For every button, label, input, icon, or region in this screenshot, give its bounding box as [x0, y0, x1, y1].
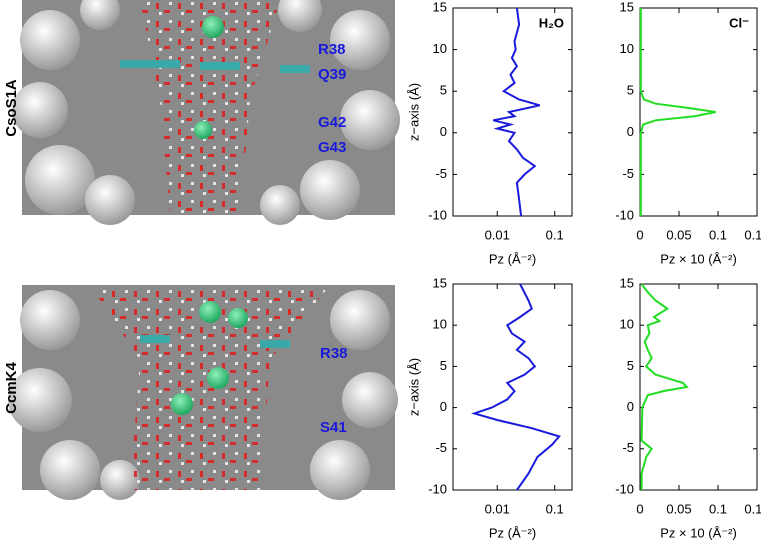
y-tick-label: 15	[433, 275, 447, 290]
y-tick-label: 15	[433, 0, 447, 14]
profile-line	[492, 7, 541, 217]
residue-label: R38	[318, 41, 346, 58]
residue-label: S41	[320, 419, 347, 436]
x-tick-label: 0.01	[485, 501, 510, 516]
x-tick-label: 0.01	[485, 227, 510, 242]
y-tick-label: -10	[615, 207, 634, 222]
x-axis-label: Pz × 10 (Å⁻²)	[660, 251, 737, 266]
y-tick-label: 0	[627, 124, 634, 139]
y-tick-label: -10	[428, 207, 447, 222]
residue-label: R38	[320, 345, 348, 362]
structure-image	[12, 0, 400, 225]
y-tick-label: 5	[627, 358, 634, 373]
y-tick-label: -5	[435, 440, 447, 455]
y-tick-label: 0	[440, 399, 447, 414]
x-axis-label: Pz (Å⁻²)	[489, 251, 536, 266]
structure-image	[8, 285, 398, 500]
x-tick-label: 0.15	[744, 501, 761, 516]
row-label: CsoS1A	[3, 79, 20, 137]
y-axis-label: z−axis (Å)	[406, 83, 421, 141]
chart-title: H₂O	[539, 15, 564, 30]
profile-line	[639, 8, 716, 216]
x-tick-label: 0.1	[546, 227, 564, 242]
residue-label: G43	[318, 139, 346, 156]
y-tick-label: 15	[620, 275, 634, 290]
y-tick-label: -5	[622, 440, 634, 455]
y-tick-label: 15	[620, 0, 634, 14]
y-axis-label: z−axis (Å)	[406, 358, 421, 416]
plot-frame	[639, 7, 758, 217]
y-tick-label: 0	[440, 124, 447, 139]
y-tick-label: -10	[428, 481, 447, 496]
x-tick-label: 0.15	[744, 227, 761, 242]
x-tick-label: 0.1	[546, 501, 564, 516]
y-tick-label: 5	[440, 83, 447, 98]
y-tick-label: 10	[433, 317, 447, 332]
x-tick-label: 0.05	[666, 227, 691, 242]
x-tick-label: 0	[636, 501, 643, 516]
plot-frame	[452, 7, 573, 217]
plot-frame	[639, 283, 758, 491]
profile-line	[471, 283, 561, 491]
residue-label: G42	[318, 114, 346, 131]
x-tick-label: 0.1	[709, 501, 727, 516]
y-tick-label: 5	[440, 358, 447, 373]
plot-frame	[452, 283, 573, 491]
x-tick-label: 0	[636, 227, 643, 242]
residue-label: Q39	[318, 66, 346, 83]
x-tick-label: 0.1	[709, 227, 727, 242]
y-tick-label: -5	[435, 166, 447, 181]
row-label: CcmK4	[3, 361, 20, 413]
chart-title: Cl⁻	[729, 15, 749, 30]
x-tick-label: 0.05	[666, 501, 691, 516]
y-tick-label: 5	[627, 83, 634, 98]
x-axis-label: Pz (Å⁻²)	[489, 525, 536, 540]
y-tick-label: -10	[615, 481, 634, 496]
y-tick-label: 10	[620, 317, 634, 332]
profile-line	[640, 283, 689, 490]
x-axis-label: Pz × 10 (Å⁻²)	[660, 525, 737, 540]
y-tick-label: 10	[620, 41, 634, 56]
y-tick-label: 0	[627, 399, 634, 414]
y-tick-label: 10	[433, 41, 447, 56]
y-tick-label: -5	[622, 166, 634, 181]
